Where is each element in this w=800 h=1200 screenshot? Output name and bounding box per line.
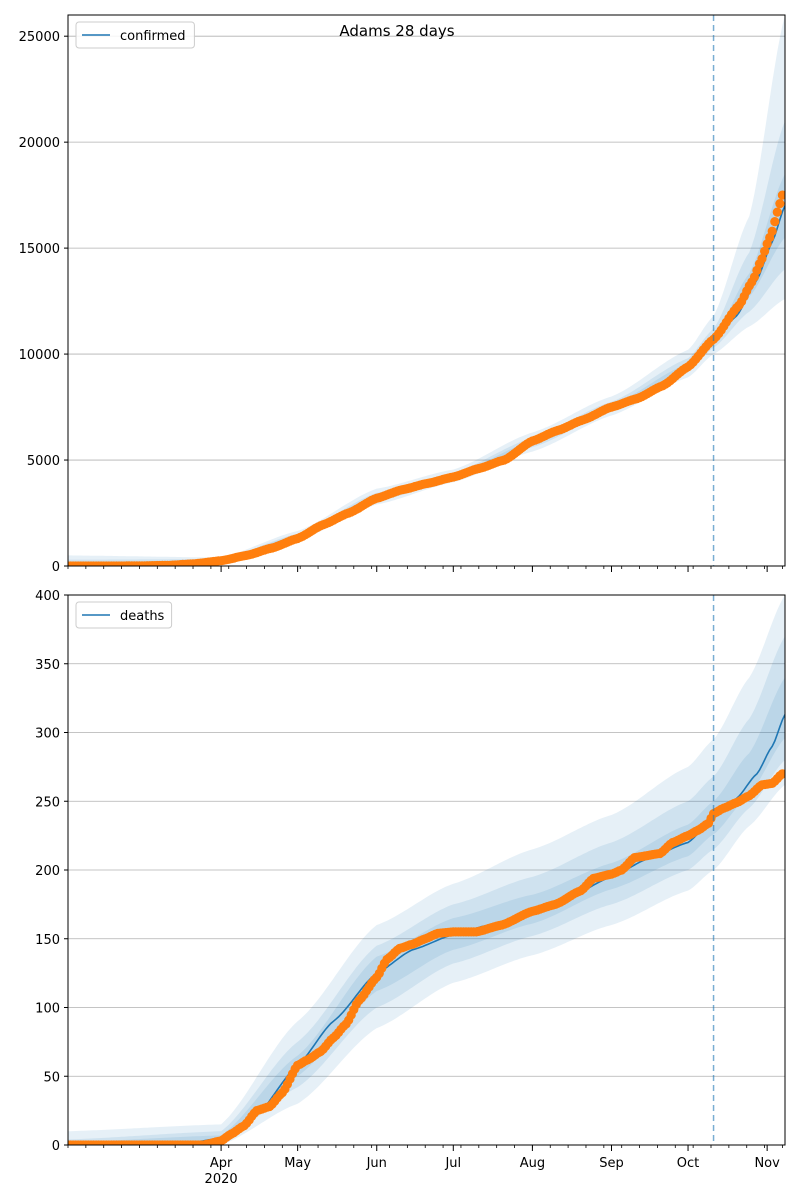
y-tick-label: 0 bbox=[52, 1139, 60, 1154]
x-tick-label: Jun bbox=[366, 1156, 387, 1171]
observed-point bbox=[775, 199, 785, 209]
y-tick-label: 50 bbox=[43, 1070, 60, 1085]
y-tick-label: 0 bbox=[52, 560, 60, 575]
x-tick-label: Jul bbox=[444, 1156, 461, 1171]
y-tick-label: 350 bbox=[35, 658, 60, 673]
x-tick-label: Nov bbox=[754, 1156, 780, 1171]
y-tick-label: 5000 bbox=[27, 454, 60, 469]
y-tick-label: 100 bbox=[35, 1002, 60, 1017]
uncertainty-band-outer bbox=[68, 595, 785, 1145]
y-axis: 0 5000 10000 15000 20000 25000 bbox=[19, 30, 68, 575]
y-tick-label: 10000 bbox=[19, 348, 60, 363]
y-tick-label: 200 bbox=[35, 864, 60, 879]
confirmed-panel: 0 5000 10000 15000 20000 25000 confirmed bbox=[19, 14, 786, 575]
observed-point bbox=[760, 246, 770, 256]
y-tick-label: 20000 bbox=[19, 136, 60, 151]
legend-box bbox=[75, 601, 173, 629]
observed-point bbox=[757, 254, 767, 264]
y-tick-label: 25000 bbox=[19, 30, 60, 45]
y-tick-label: 15000 bbox=[19, 242, 60, 257]
x-tick-label: Apr bbox=[210, 1156, 233, 1171]
observed-point bbox=[772, 207, 782, 217]
observed-point bbox=[770, 217, 780, 227]
observed-points bbox=[68, 769, 785, 1145]
x-tick-label: Aug bbox=[520, 1156, 545, 1171]
y-axis: 0 50 100 150 200 250 300 350 400 bbox=[35, 589, 68, 1154]
legend-label: deaths bbox=[120, 609, 165, 624]
legend-box bbox=[75, 21, 195, 49]
x-tick-label: May bbox=[284, 1156, 311, 1171]
y-tick-label: 400 bbox=[35, 589, 60, 604]
y-tick-label: 250 bbox=[35, 795, 60, 810]
observed-points bbox=[68, 190, 785, 566]
x-tick-sublabel: 2020 bbox=[205, 1172, 238, 1187]
plot-area bbox=[68, 595, 785, 1145]
x-tick-label: Oct bbox=[677, 1156, 699, 1171]
uncertainty-band-middle bbox=[68, 636, 785, 1145]
y-tick-label: 150 bbox=[35, 933, 60, 948]
observed-point bbox=[767, 226, 777, 236]
legend: deaths bbox=[75, 601, 173, 629]
observed-point bbox=[777, 190, 785, 200]
legend: confirmed bbox=[75, 21, 195, 49]
figure-title: Adams 28 days bbox=[339, 22, 454, 40]
legend-label: confirmed bbox=[120, 29, 186, 44]
observed-point bbox=[777, 769, 785, 779]
y-tick-label: 300 bbox=[35, 727, 60, 742]
axes-frame bbox=[67, 14, 786, 567]
plot-area bbox=[68, 15, 785, 566]
x-tick-label: Sep bbox=[599, 1156, 624, 1171]
x-axis bbox=[67, 566, 783, 572]
